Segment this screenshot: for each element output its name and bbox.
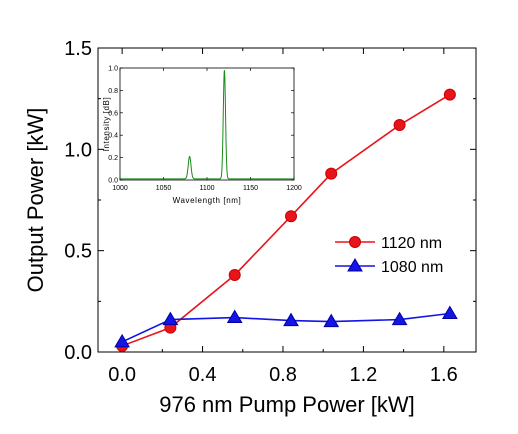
y-axis-title: Output Power [kW] [23,108,48,293]
inset-chart: 1000 1050 1100 1150 1200 0.00.20.40.60.81.0 … [102,66,302,206]
data-point-1080-nm [283,312,299,327]
y-tick-label: 0.5 [64,241,92,263]
legend-label-1120: 1120 nm [381,235,442,252]
inset-x-tick-label: 1200 [286,185,302,192]
x-tick-labels: 0.0 0.4 0.8 1.2 1.6 [108,364,458,386]
inset-x-tick-label: 1050 [156,185,172,192]
data-point-1120-nm [443,88,456,101]
y-tick-label: 1.5 [64,38,92,60]
data-point-1080-nm [323,313,340,328]
inset-y-tick-label: 0.6 [108,110,118,117]
x-axis-title: 976 nm Pump Power [kW] [159,392,415,417]
data-point-1080-nm [162,311,179,326]
data-point-1120-nm [285,210,298,223]
inset-x-tick-label: 1100 [199,185,214,192]
legend-marker-1120 [349,236,361,248]
inset-y-tick-label: 0.4 [108,133,118,140]
y-tick-label: 1.0 [64,139,92,161]
data-point-1080-nm [226,309,243,324]
data-point-1120-nm [325,167,338,180]
inset-y-tick-label: 0.2 [108,155,118,162]
legend: 1120 nm 1080 nm [335,235,443,276]
data-point-1120-nm [228,268,241,281]
legend-marker-1080 [347,258,363,272]
data-point-1120-nm [393,119,406,132]
inset-y-tick-labels: 0.0 0.2 0.4 0.6 0.8 1.0 [108,66,118,185]
inset-x-axis-title: Wavelength [nm] [173,196,242,205]
data-point-1080-nm [441,305,458,319]
series-layer [114,88,458,352]
data-point-1080-nm [114,333,130,348]
x-tick-label: 0.8 [269,364,297,386]
legend-label-1080: 1080 nm [381,259,443,276]
inset-y-tick-label: 0.8 [108,88,118,95]
inset-x-tick-labels: 1000 1050 1100 1150 1200 [112,185,302,192]
inset-y-tick-label: 0.0 [108,178,118,185]
main-ticks [98,47,476,353]
inset-x-tick-label: 1000 [112,185,128,192]
data-point-1080-nm [391,311,408,326]
x-tick-label: 0.4 [189,364,217,386]
x-tick-label: 1.2 [349,364,377,386]
inset-y-tick-label: 1.0 [108,66,118,73]
x-tick-label: 1.6 [430,364,458,386]
inset-y-axis-title: Intensity [dB] [102,97,111,152]
inset-x-tick-label: 1150 [243,185,258,192]
x-tick-label: 0.0 [108,364,136,386]
y-tick-label: 0.0 [64,342,92,364]
inset-frame [119,67,295,181]
y-tick-labels: 0.0 0.5 1.0 1.5 [64,38,92,364]
inset-spectrum-line [120,70,294,180]
